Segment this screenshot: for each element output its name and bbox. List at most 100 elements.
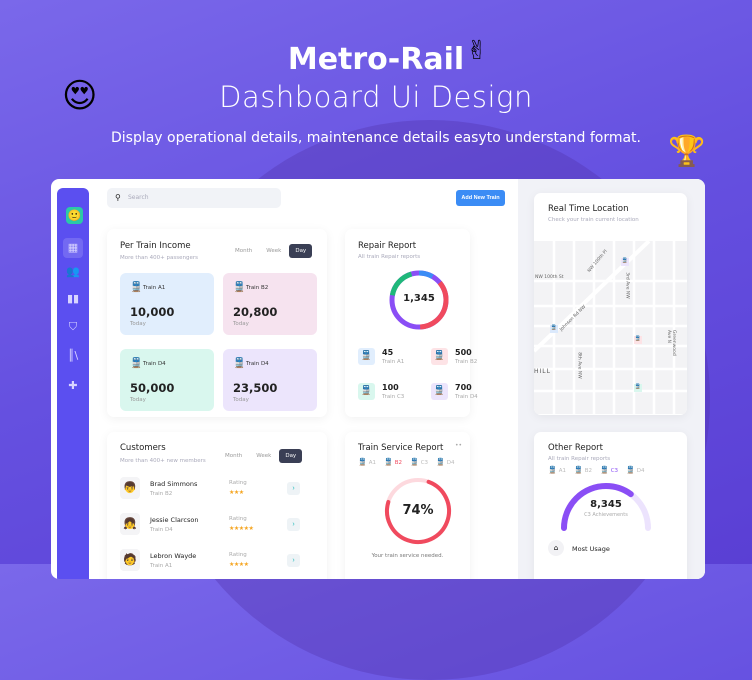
period-tabs: Month Week Day [229, 244, 313, 258]
tile-period: Today [233, 397, 249, 403]
repair-train: Train C3 [382, 394, 405, 400]
train-option-d4[interactable]: 🚆 D4 [436, 458, 455, 466]
tile-value: 10,000 [130, 305, 175, 319]
income-tile[interactable]: 🚆 Train D4 50,000 Today [120, 349, 214, 411]
card-subtitle: Check your train current location [548, 217, 639, 223]
shield-icon[interactable]: ⛉ [68, 320, 78, 333]
train-marker-icon[interactable]: 🚆 [550, 325, 558, 333]
tab-week[interactable]: Week [256, 453, 272, 459]
avatar: 👧 [120, 513, 140, 535]
repair-value: 45 [382, 348, 394, 357]
train-marker-icon[interactable]: 🚆 [634, 336, 642, 344]
chart-icon[interactable]: ▮▮ [66, 292, 80, 305]
tab-day[interactable]: Day [279, 449, 303, 463]
donut-segment-c3 [389, 270, 449, 330]
train-option-d4[interactable]: 🚆 D4 [626, 466, 645, 474]
achievement-value: 8,345 [590, 499, 622, 510]
income-tile[interactable]: 🚆 Train A1 10,000 Today [120, 273, 214, 335]
train-option-b2[interactable]: 🚆 B2 [383, 458, 402, 466]
arrow-right-icon[interactable]: › [287, 482, 300, 495]
basket-icon: ⌂ [548, 540, 564, 556]
tab-month[interactable]: Month [235, 248, 253, 254]
repair-value: 500 [455, 348, 472, 357]
train-icon: 🚆 [233, 282, 246, 293]
customers-card: Customers More than 400+ new members Mon… [107, 432, 327, 579]
more-icon[interactable]: •• [455, 442, 463, 449]
hero-title: Metro-Rail [287, 42, 465, 77]
users-icon[interactable]: 👥 [66, 265, 80, 278]
tile-value: 50,000 [130, 381, 175, 395]
train-marker-icon[interactable]: 🚆 [634, 384, 642, 392]
donut-segment-b2 [389, 270, 449, 330]
train-option-c3[interactable]: 🚆 C3 [409, 458, 429, 466]
add-new-train-button[interactable]: Add New Train [456, 190, 505, 206]
customer-row: 👧 Jessie Clarcson Train D4 Rating ★★★★★ › [120, 513, 320, 537]
tile-train: Train B2 [246, 285, 269, 291]
card-title: Real Time Location [548, 204, 629, 214]
donut-segment-a1 [389, 270, 449, 330]
tab-month[interactable]: Month [225, 453, 243, 459]
card-title: Customers [120, 443, 166, 453]
tile-period: Today [233, 321, 249, 327]
avatar[interactable]: 🙂 [66, 207, 83, 224]
card-title: Per Train Income [120, 241, 191, 251]
income-card: Per Train Income More than 400+ passenge… [107, 229, 327, 417]
customer-name: Jessie Clarcson [150, 516, 199, 524]
train-option-b2[interactable]: 🚆 B2 [573, 466, 592, 474]
avatar: 🧑 [120, 549, 140, 571]
repair-card: Repair Report All train Repair reports 1… [345, 229, 478, 417]
income-tile[interactable]: 🚆 Train D4 23,500 Today [223, 349, 317, 411]
repair-donut [389, 270, 449, 330]
repair-train: Train B2 [455, 359, 478, 365]
rating-stars: ★★★★★ [229, 525, 254, 532]
add-file-icon[interactable]: ✚ [68, 379, 78, 392]
train-icon: 🚆 [409, 458, 419, 466]
train-icon: 🚆 [599, 466, 609, 474]
dashboard-window: 🙂 ▦ 👥 ▮▮ ⛉ ║\ ✚ ⚲ Search Add New Train Pe… [51, 179, 705, 579]
service-note: Your train service needed. [371, 553, 444, 559]
train-option-a1[interactable]: 🚆 A1 [358, 458, 376, 466]
dashboard-icon[interactable]: ▦ [63, 238, 83, 258]
card-subtitle: All train Repair reports [358, 254, 421, 260]
victory-hand-icon: ✌ [466, 36, 488, 66]
tile-period: Today [130, 321, 146, 327]
hero-tagline: Display operational details, maintenance… [110, 130, 641, 146]
train-icon: 🚆 [358, 458, 367, 466]
customer-row: 👦 Brad Simmons Train B2 Rating ★★★ › [120, 477, 320, 501]
search-input[interactable]: ⚲ Search [107, 188, 281, 208]
train-option-a1[interactable]: 🚆 A1 [548, 466, 566, 474]
train-icon: 🚆 [431, 383, 448, 400]
heart-eyes-emoji-icon: 😍 [62, 76, 98, 116]
tile-train: Train D4 [143, 361, 166, 367]
service-ring [385, 477, 451, 544]
map[interactable]: NW 100th St NW 100th Pl Johnson Rd NW 3r… [534, 241, 687, 414]
tile-train: Train A1 [143, 285, 166, 291]
train-icon: 🚆 [436, 458, 445, 466]
repair-value: 700 [455, 383, 472, 392]
tile-train: Train D4 [246, 361, 269, 367]
card-subtitle: More than 400+ new members [120, 458, 206, 464]
train-selector: 🚆 A1 🚆 B2 🚆 C3 🚆 D4 [548, 466, 645, 474]
income-tile[interactable]: 🚆 Train B2 20,800 Today [223, 273, 317, 335]
library-icon[interactable]: ║\ [67, 349, 79, 362]
card-title: Other Report [548, 443, 604, 453]
tab-day[interactable]: Day [289, 244, 313, 258]
arrow-right-icon[interactable]: › [287, 518, 300, 531]
period-tabs: Month Week Day [219, 449, 303, 463]
train-marker-icon[interactable]: 🚆 [621, 258, 629, 266]
arrow-right-icon[interactable]: › [287, 554, 300, 567]
train-option-c3[interactable]: 🚆 C3 [599, 466, 619, 474]
gauge-progress [561, 483, 651, 531]
train-icon: 🚆 [548, 466, 557, 474]
search-icon: ⚲ [115, 193, 121, 202]
train-icon: 🚆 [573, 466, 583, 474]
rating-label: Rating [229, 552, 247, 558]
card-title: Repair Report [358, 241, 417, 251]
tab-week[interactable]: Week [266, 248, 282, 254]
location-card: Real Time Location Check your train curr… [534, 193, 687, 415]
train-icon: 🚆 [130, 358, 143, 369]
service-percent: 74% [402, 503, 434, 518]
ring-progress [385, 477, 451, 544]
avatar: 👦 [120, 477, 140, 499]
train-icon: 🚆 [431, 348, 448, 365]
